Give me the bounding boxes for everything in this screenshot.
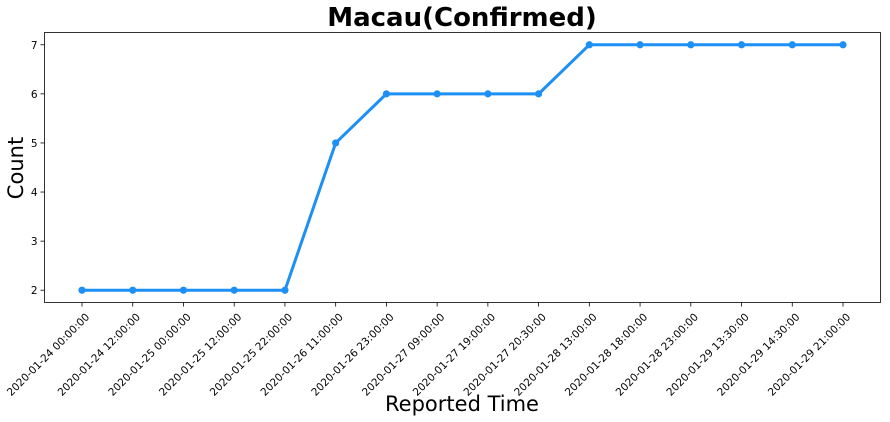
data-point [230, 286, 238, 294]
y-axis: 2 3 4 5 6 7 [31, 40, 45, 297]
data-point [382, 90, 390, 98]
x-tick-label: 2020-01-27 19:00:00 [411, 311, 498, 398]
data-point [737, 41, 746, 49]
data-point [788, 41, 796, 49]
data-point [585, 41, 593, 49]
x-tick-label: 2020-01-28 18:00:00 [563, 311, 650, 398]
data-point [179, 286, 188, 294]
x-tick-label: 2020-01-29 14:30:00 [715, 311, 802, 398]
data-point [839, 41, 847, 49]
x-tick-label: 2020-01-25 22:00:00 [208, 311, 295, 398]
x-tick-label: 2020-01-25 12:00:00 [157, 311, 244, 398]
x-tick-label: 2020-01-28 23:00:00 [614, 311, 701, 398]
y-tick-label: 6 [31, 89, 38, 101]
y-tick-label: 4 [31, 187, 38, 199]
data-point [332, 139, 340, 147]
x-tick-label: 2020-01-24 12:00:00 [56, 311, 143, 398]
x-tick-label: 2020-01-28 13:00:00 [512, 311, 599, 398]
data-point [636, 41, 644, 49]
y-tick-label: 5 [31, 138, 38, 150]
y-axis-label: Count [4, 137, 28, 199]
data-point [433, 90, 441, 98]
series-line [80, 43, 845, 292]
data-point [129, 286, 137, 294]
x-tick-label: 2020-01-26 11:00:00 [259, 311, 346, 398]
x-axis-label: Reported Time [385, 392, 539, 416]
y-tick-label: 7 [31, 40, 38, 52]
chart-title: Macau(Confirmed) [327, 3, 597, 33]
series-layer [78, 41, 847, 294]
data-point [281, 286, 289, 294]
y-tick-label: 3 [31, 236, 38, 248]
x-tick-label: 2020-01-24 00:00:00 [5, 311, 92, 398]
plot-area-frame [44, 32, 881, 303]
data-point [484, 90, 492, 98]
data-point [535, 90, 543, 98]
x-tick-label: 2020-01-29 21:00:00 [766, 311, 853, 398]
x-tick-label: 2020-01-26 23:00:00 [309, 311, 396, 398]
y-tick-label: 2 [31, 285, 38, 297]
x-tick-label: 2020-01-27 20:30:00 [461, 311, 548, 398]
data-point [78, 286, 86, 294]
x-tick-label: 2020-01-27 09:00:00 [360, 311, 447, 398]
data-point [687, 41, 695, 49]
x-tick-label: 2020-01-25 00:00:00 [106, 311, 193, 398]
x-tick-label: 2020-01-29 13:30:00 [664, 311, 751, 398]
